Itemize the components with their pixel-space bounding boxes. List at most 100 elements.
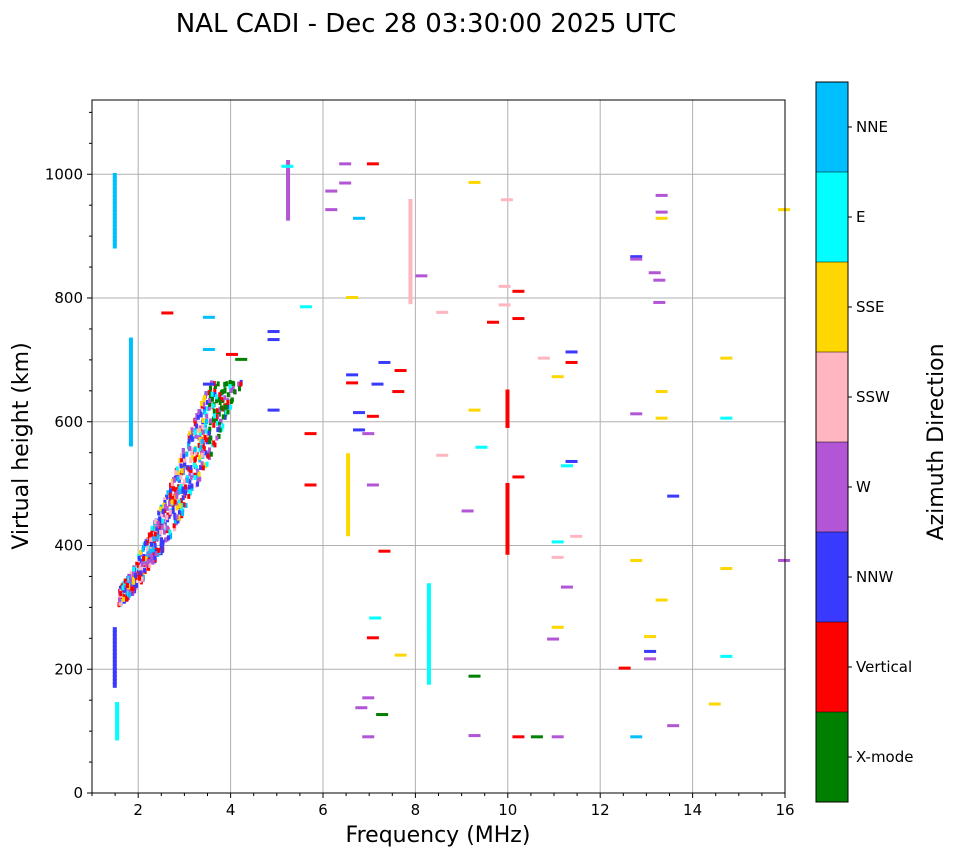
echo-point: [195, 423, 199, 429]
echo-point: [630, 257, 643, 261]
echo-point: [165, 525, 169, 531]
echo-point: [346, 453, 351, 459]
echo-point: [143, 541, 147, 547]
echo-point: [118, 600, 122, 606]
echo-point: [175, 497, 179, 503]
echo-point: [112, 217, 117, 223]
echo-point: [426, 657, 431, 663]
echo-point: [720, 416, 733, 420]
echo-point: [220, 426, 224, 432]
echo-point: [112, 675, 117, 681]
y-axis-label: Virtual height (km): [9, 342, 34, 549]
echo-point: [138, 565, 142, 571]
echo-point: [408, 206, 413, 212]
echo-point: [346, 373, 359, 377]
echo-point: [205, 399, 209, 405]
echo-point: [231, 386, 235, 392]
echo-point: [188, 478, 192, 484]
y-axis: 0 200 400 600 800 1000: [45, 111, 92, 802]
echo-point: [198, 454, 202, 460]
echo-point: [505, 400, 510, 406]
echo-point: [226, 392, 230, 398]
echo-point: [148, 555, 152, 561]
echo-point: [408, 284, 413, 290]
echo-point: [121, 585, 125, 591]
echo-point: [228, 379, 232, 385]
echo-point: [168, 529, 172, 535]
echo-point: [214, 394, 218, 400]
echo-point: [162, 512, 166, 518]
echo-point: [505, 534, 510, 540]
colorbar-frame: [815, 81, 849, 803]
echo-point: [487, 320, 500, 324]
echo-point: [127, 592, 131, 598]
echo-point: [112, 172, 117, 178]
echo-point: [112, 645, 117, 651]
echo-point: [505, 508, 510, 514]
echo-point: [168, 492, 172, 498]
echo-point: [512, 475, 525, 479]
echo-point: [346, 482, 351, 488]
echo-point: [157, 547, 161, 553]
echo-point: [171, 486, 175, 492]
echo-point: [193, 457, 197, 463]
echo-point: [505, 512, 510, 518]
echo-point: [207, 390, 211, 396]
echo-point: [152, 540, 156, 546]
echo-point: [426, 661, 431, 667]
echo-point: [112, 638, 117, 644]
echo-point: [161, 311, 174, 315]
echo-point: [132, 579, 136, 585]
echo-point: [426, 679, 431, 685]
plot-area: [91, 99, 791, 794]
echo-point: [224, 409, 228, 415]
echo-point: [128, 382, 133, 388]
echo-point: [426, 676, 431, 682]
echo-point: [505, 486, 510, 492]
echo-point: [175, 493, 179, 499]
echo-point: [720, 567, 733, 571]
echo-point: [346, 475, 351, 481]
echo-point: [142, 556, 146, 562]
echo-point: [426, 624, 431, 630]
echo-point: [415, 274, 428, 278]
echo-point: [286, 182, 291, 188]
echo-point: [436, 310, 449, 314]
echo-point: [146, 559, 150, 565]
colorbar-label: Azimuth Direction: [924, 343, 949, 540]
echo-point: [190, 483, 194, 489]
echo-point: [215, 435, 219, 441]
echo-point: [177, 499, 181, 505]
echo-point: [144, 561, 148, 567]
echo-point: [204, 422, 208, 428]
echo-point: [193, 430, 197, 436]
echo-point: [505, 516, 510, 522]
echo-point: [218, 427, 222, 433]
echo-point: [188, 445, 192, 451]
echo-point: [128, 408, 133, 414]
echo-point: [131, 586, 135, 592]
echo-point: [127, 576, 131, 582]
echo-point: [267, 330, 280, 334]
echo-point: [286, 178, 291, 184]
colorbar-segment: [816, 532, 848, 622]
echo-point: [147, 532, 151, 538]
echo-point: [220, 397, 224, 403]
echo-point: [122, 596, 126, 602]
echo-point: [163, 508, 167, 514]
echo-point: [618, 666, 631, 670]
echo-point: [200, 439, 204, 445]
echo-point: [217, 424, 221, 430]
echo-point: [426, 612, 431, 618]
echo-point: [426, 668, 431, 674]
echo-point: [408, 276, 413, 282]
echo-point: [153, 531, 157, 537]
echo-point: [408, 210, 413, 216]
plot-background: [92, 100, 785, 793]
echo-point: [112, 176, 117, 182]
echo-point: [498, 303, 511, 307]
echo-point: [720, 654, 733, 658]
echo-point: [468, 408, 481, 412]
echo-point: [162, 523, 166, 529]
echo-point: [204, 391, 208, 397]
